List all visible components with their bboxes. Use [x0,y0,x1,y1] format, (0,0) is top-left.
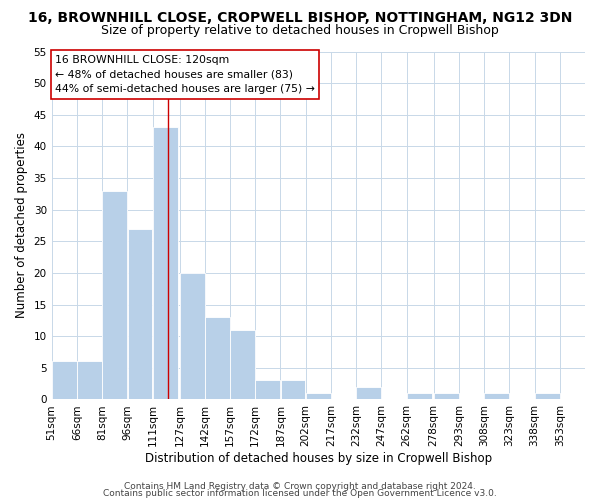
Bar [434,393,458,400]
Bar [230,330,255,400]
Bar [103,190,127,400]
Bar [535,393,560,400]
Bar [256,380,280,400]
Bar [407,393,431,400]
Text: Contains public sector information licensed under the Open Government Licence v3: Contains public sector information licen… [103,489,497,498]
X-axis label: Distribution of detached houses by size in Cropwell Bishop: Distribution of detached houses by size … [145,452,492,465]
Bar [356,387,381,400]
Text: Contains HM Land Registry data © Crown copyright and database right 2024.: Contains HM Land Registry data © Crown c… [124,482,476,491]
Bar [205,317,230,400]
Bar [281,380,305,400]
Y-axis label: Number of detached properties: Number of detached properties [15,132,28,318]
Bar [128,228,152,400]
Bar [52,362,77,400]
Text: 16, BROWNHILL CLOSE, CROPWELL BISHOP, NOTTINGHAM, NG12 3DN: 16, BROWNHILL CLOSE, CROPWELL BISHOP, NO… [28,11,572,25]
Bar [180,273,205,400]
Text: 16 BROWNHILL CLOSE: 120sqm
← 48% of detached houses are smaller (83)
44% of semi: 16 BROWNHILL CLOSE: 120sqm ← 48% of deta… [55,54,315,94]
Bar [153,128,178,400]
Bar [306,393,331,400]
Bar [77,362,102,400]
Text: Size of property relative to detached houses in Cropwell Bishop: Size of property relative to detached ho… [101,24,499,37]
Bar [484,393,509,400]
